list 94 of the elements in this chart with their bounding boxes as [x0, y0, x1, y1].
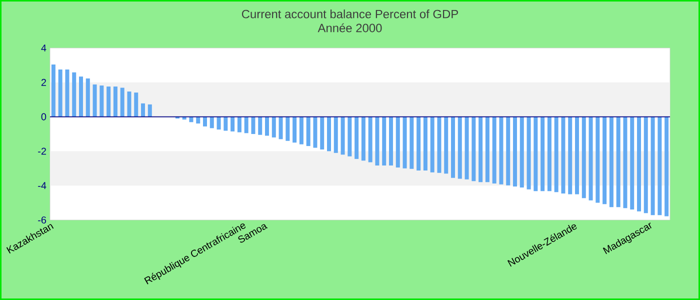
bar [72, 72, 76, 117]
bar [382, 116, 386, 166]
bar [410, 116, 414, 169]
bar [596, 116, 600, 203]
bar [51, 64, 56, 117]
bar [396, 116, 400, 168]
bar [423, 116, 428, 170]
bar [196, 116, 200, 124]
bar [547, 116, 552, 192]
bar [244, 116, 248, 134]
bar [120, 88, 124, 117]
bar [664, 116, 669, 216]
y-tick-label: -4 [38, 182, 46, 190]
y-tick-label: -6 [38, 216, 46, 224]
y-tick-label: 0 [41, 113, 46, 120]
bar [444, 116, 448, 174]
bar [127, 92, 132, 117]
bar [141, 103, 146, 117]
bar [630, 116, 634, 210]
y-tick-label: 4 [41, 44, 46, 52]
bar [368, 116, 372, 162]
bar [416, 116, 421, 170]
bar [526, 116, 531, 190]
bar [402, 116, 407, 168]
bar [472, 116, 476, 182]
bar [79, 76, 84, 117]
bar [602, 116, 607, 204]
bar [588, 116, 593, 200]
bar [313, 116, 318, 148]
bar [616, 116, 620, 208]
bar [348, 116, 352, 156]
bar [334, 116, 338, 153]
bar [340, 116, 345, 155]
bar [210, 116, 214, 128]
bar [609, 116, 614, 208]
bar [272, 116, 276, 138]
bar [224, 116, 228, 131]
bar [575, 116, 580, 194]
bar [361, 116, 366, 161]
bar [92, 84, 97, 117]
bar [134, 92, 138, 117]
bar [286, 116, 290, 141]
bar [306, 116, 310, 146]
bar [230, 116, 235, 132]
bar [582, 116, 586, 198]
bar [113, 86, 118, 117]
bar [189, 116, 194, 122]
y-tick-label: 2 [41, 78, 46, 86]
bar [458, 116, 462, 179]
bar [499, 116, 504, 184]
bar [485, 116, 490, 182]
bar [203, 116, 208, 126]
bar [437, 116, 442, 173]
bar [86, 78, 90, 117]
bar [237, 116, 242, 132]
bar [182, 116, 186, 120]
bar [278, 116, 283, 140]
bar [513, 116, 518, 186]
bar [292, 116, 297, 143]
bar [58, 70, 62, 117]
bar [65, 70, 70, 117]
bar [258, 116, 262, 135]
bar [464, 116, 469, 180]
bar [658, 116, 662, 216]
bar [492, 116, 496, 184]
bar [216, 116, 221, 130]
bar [148, 104, 152, 117]
bar [506, 116, 510, 186]
bar [354, 116, 359, 159]
bar [568, 116, 572, 194]
bar [534, 116, 538, 192]
bar [389, 116, 394, 166]
bar [540, 116, 545, 192]
bar [100, 86, 104, 117]
bar [299, 116, 304, 144]
bar [554, 116, 558, 192]
y-tick-label: -2 [38, 148, 46, 155]
bar [561, 116, 566, 194]
bar [430, 116, 434, 172]
bar [327, 116, 332, 152]
bar [451, 116, 456, 178]
bar [106, 86, 111, 117]
bar [320, 116, 324, 150]
bar [650, 116, 655, 216]
bar [637, 116, 642, 212]
chart-title: Current account balance Percent of GDP [242, 10, 458, 18]
bar [251, 116, 256, 134]
chart-subtitle: Année 2000 [318, 23, 382, 32]
bar [265, 116, 270, 136]
bar [375, 116, 380, 166]
bar [520, 116, 524, 188]
bar [623, 116, 628, 208]
bar [644, 116, 648, 214]
bar [478, 116, 483, 182]
